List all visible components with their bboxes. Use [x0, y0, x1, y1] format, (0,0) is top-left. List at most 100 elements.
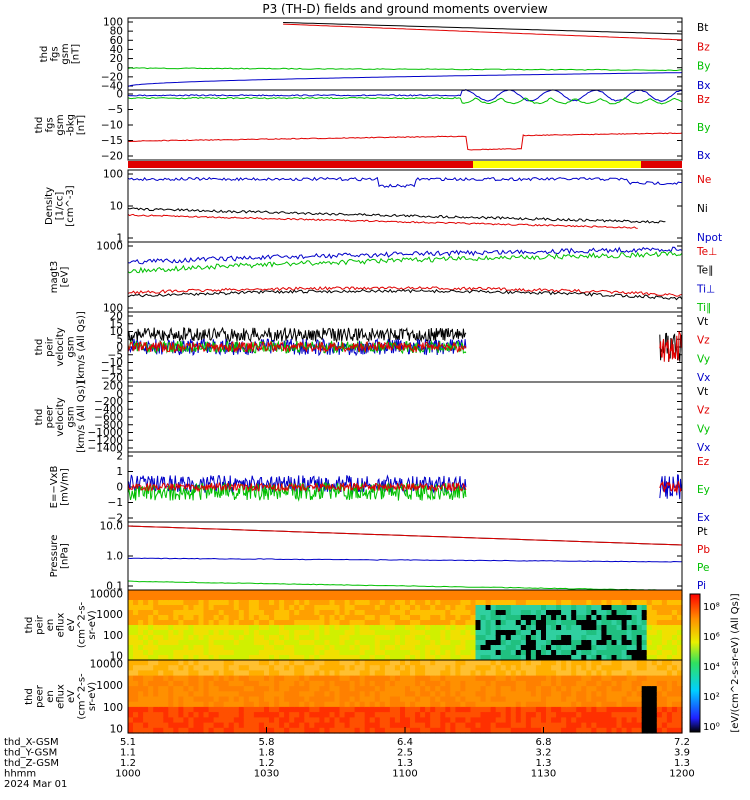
heatmap-cell [324, 670, 330, 677]
heatmap-cell [591, 625, 597, 631]
heatmap-cell [359, 620, 366, 626]
heatmap-cell [193, 706, 200, 713]
heatmap-cell [228, 590, 235, 596]
heatmap-cell [168, 605, 174, 611]
heatmap-cell [269, 615, 275, 621]
heatmap-cell [188, 645, 194, 651]
heatmap-cell [631, 610, 638, 616]
heatmap-cell [460, 650, 466, 656]
heatmap-cell [541, 625, 547, 631]
heatmap-cell [420, 660, 426, 666]
heatmap-cell [601, 590, 607, 596]
heatmap-cell [596, 675, 602, 682]
panel-ion_velocity: thd peir velocity gsm [km/s (All Qs)] 2015105… [34, 311, 710, 385]
heatmap-cell [561, 691, 567, 698]
heatmap-cell [430, 701, 436, 708]
heatmap-cell [269, 717, 275, 724]
panel-frame [127, 89, 683, 161]
heatmap-cell [384, 665, 391, 671]
heatmap-cell [611, 600, 618, 606]
heatmap-cell [334, 722, 341, 729]
heatmap-cell [591, 712, 597, 718]
heatmap-cell [203, 727, 210, 734]
heatmap-cell [671, 640, 678, 646]
heatmap-cell [556, 630, 562, 636]
heatmap-cell [289, 600, 295, 606]
heatmap-cell [183, 630, 189, 636]
heatmap-cell [510, 610, 517, 616]
heatmap-cell [233, 600, 240, 606]
heatmap-cell [425, 630, 431, 636]
heatmap-cell [374, 595, 381, 601]
heatmap-cell [530, 686, 537, 692]
heatmap-cell [253, 610, 260, 616]
heatmap-cell [389, 635, 396, 641]
heatmap-cell [586, 650, 592, 656]
heatmap-cell [168, 600, 174, 606]
heatmap-cell [228, 727, 235, 734]
heatmap-cell [631, 590, 638, 596]
heatmap-cell [666, 696, 673, 703]
heatmap-cell [309, 595, 315, 601]
heatmap-cell [470, 595, 477, 601]
heatmap-cell [581, 696, 587, 703]
heatmap-cell [410, 605, 416, 611]
heatmap-cell [641, 717, 648, 724]
heatmap-cell [601, 610, 607, 616]
heatmap-cell [505, 620, 512, 626]
heatmap-cell [359, 655, 366, 661]
heatmap-cell [541, 610, 547, 616]
ytick-label: −1000 [87, 427, 123, 439]
heatmap-cell [384, 645, 391, 651]
heatmap-cell [495, 615, 502, 621]
heatmap-cell [183, 600, 189, 606]
heatmap-cell [510, 680, 517, 687]
heatmap-cell [435, 706, 441, 713]
heatmap-cell [485, 595, 492, 601]
heatmap-cell [223, 605, 230, 611]
heatmap-cell [364, 650, 371, 656]
heatmap-cell [535, 665, 542, 671]
heatmap-cell [324, 691, 330, 698]
heatmap-cell [243, 645, 250, 651]
heatmap-cell [163, 645, 169, 651]
heatmap-cell [646, 717, 653, 724]
heatmap-cell [611, 615, 618, 621]
heatmap-cell [626, 635, 633, 641]
heatmap-cell [420, 717, 426, 724]
heatmap-cell [661, 650, 668, 656]
heatmap-cell [646, 706, 653, 713]
heatmap-cell [213, 660, 220, 666]
heatmap-cell [274, 727, 280, 734]
heatmap-cell [163, 650, 169, 656]
heatmap-cell [621, 615, 628, 621]
heatmap-cell [274, 686, 280, 692]
heatmap-cell [440, 590, 446, 596]
heatmap-cell [233, 645, 240, 651]
heatmap-cell [188, 610, 194, 616]
heatmap-cell [646, 680, 653, 687]
heatmap-cell [546, 660, 552, 666]
heatmap-cell [264, 630, 270, 636]
ytick-label: 10.0 [100, 521, 123, 533]
colorbar-gradient [689, 593, 701, 733]
heatmap-cell [269, 625, 275, 631]
heatmap-cell [354, 660, 361, 666]
heatmap-cell [319, 675, 325, 682]
heatmap-cell [238, 605, 245, 611]
heatmap-cell [319, 595, 325, 601]
heatmap-cell [203, 615, 210, 621]
heatmap-cell [213, 590, 220, 596]
heatmap-cell [530, 630, 537, 636]
heatmap-cell [324, 620, 330, 626]
series-line-bz [283, 23, 683, 41]
heatmap-cell [495, 686, 502, 692]
heatmap-cell [208, 605, 215, 611]
heatmap-cell [258, 595, 265, 601]
heatmap-cell [299, 605, 305, 611]
heatmap-cell [515, 590, 522, 596]
heatmap-cell [546, 706, 552, 713]
heatmap-cell [490, 701, 497, 708]
heatmap-cell [465, 686, 471, 692]
heatmap-cell [359, 706, 366, 713]
